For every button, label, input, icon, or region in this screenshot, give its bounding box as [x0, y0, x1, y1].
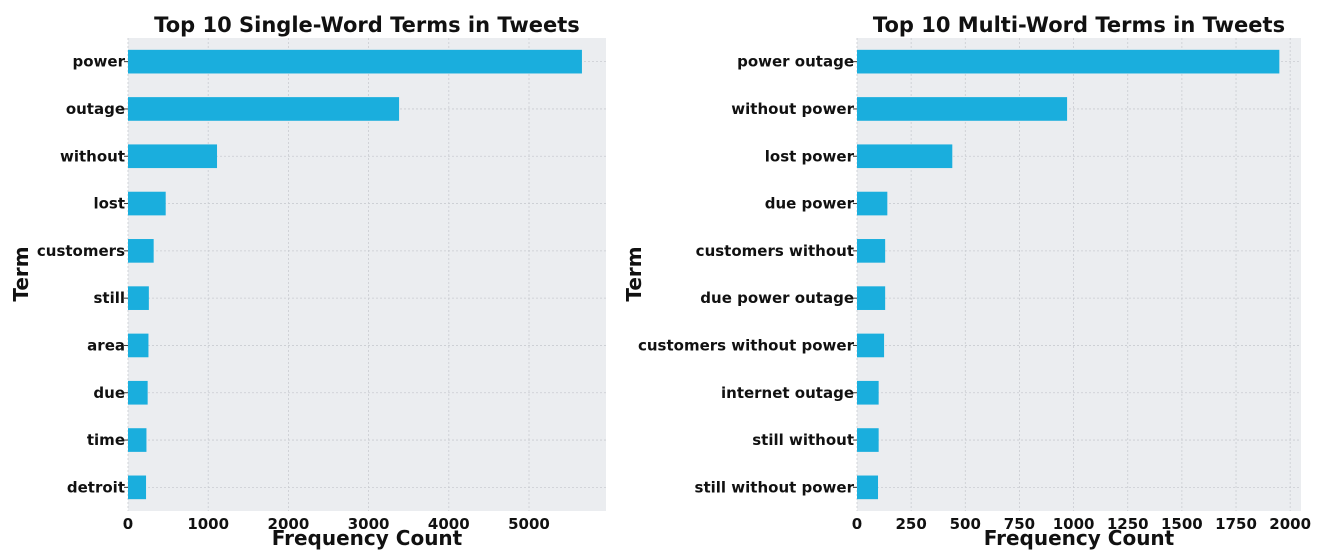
y-axis-label-single-word: Term	[9, 246, 33, 301]
x-tick-label: 1250	[1107, 515, 1149, 533]
y-tick-label: still without	[752, 431, 854, 449]
x-tick-label: 5000	[508, 515, 550, 533]
bar-power	[128, 49, 582, 74]
x-axis-label-multi-word: Frequency Count	[984, 526, 1175, 550]
x-axis-label-single-word: Frequency Count	[272, 526, 463, 550]
x-tick-label: 3000	[348, 515, 390, 533]
bar-lost-power	[857, 144, 953, 169]
bar-without	[128, 144, 218, 169]
bar-power-outage	[857, 49, 1280, 74]
y-tick-label: internet outage	[721, 384, 854, 402]
x-tick-label: 1000	[187, 515, 229, 533]
x-tick-label: 2000	[268, 515, 310, 533]
bar-customers	[128, 239, 154, 263]
y-tick-label: customers	[37, 242, 125, 260]
y-tick-label: lost power	[765, 147, 855, 165]
x-tick-label: 2000	[1269, 515, 1311, 533]
x-tick-label: 250	[895, 515, 926, 533]
y-tick-label: power outage	[737, 53, 854, 71]
y-tick-label: lost	[93, 195, 125, 213]
chart-title-single-word: Top 10 Single-Word Terms in Tweets	[154, 13, 580, 37]
y-tick-label: customers without power	[638, 336, 855, 354]
x-tick-label: 4000	[428, 515, 470, 533]
bar-still-without-power	[857, 475, 879, 500]
y-tick-label: time	[87, 431, 125, 449]
y-tick-label: due	[93, 384, 125, 402]
y-tick-label: customers without	[696, 242, 854, 260]
bar-still-without	[857, 428, 879, 452]
chart-title-multi-word: Top 10 Multi-Word Terms in Tweets	[873, 13, 1285, 37]
x-tick-label: 0	[852, 515, 862, 533]
bar-detroit	[128, 475, 147, 500]
bar-due-power-outage	[857, 286, 886, 310]
x-tick-label: 1750	[1215, 515, 1257, 533]
y-tick-label: still	[93, 289, 125, 307]
chart-multi-word: power outage without power lost power due p…	[622, 13, 1311, 550]
bar-still	[128, 286, 149, 310]
bar-outage	[128, 97, 400, 121]
bar-area	[128, 333, 149, 358]
chart-single-word: power outage without lost customers still area…	[9, 13, 606, 550]
x-tick-label: 1500	[1161, 515, 1203, 533]
y-tick-label: detroit	[67, 478, 125, 496]
bar-due-power	[857, 191, 888, 216]
bar-time	[128, 428, 147, 452]
y-tick-label: due power outage	[700, 289, 854, 307]
y-tick-label: without	[60, 147, 125, 165]
bar-without-power	[857, 97, 1068, 121]
x-tick-label: 500	[950, 515, 981, 533]
y-tick-label: without power	[731, 100, 854, 118]
bar-customers-without-power	[857, 333, 885, 358]
y-tick-label: still without power	[695, 478, 855, 496]
x-tick-label: 750	[1004, 515, 1035, 533]
bar-internet-outage	[857, 380, 879, 405]
bar-due	[128, 380, 148, 405]
x-tick-label: 0	[123, 515, 133, 533]
y-tick-label: area	[87, 336, 125, 354]
y-axis-label-multi-word: Term	[622, 246, 646, 301]
bar-lost	[128, 191, 166, 216]
y-tick-label: due power	[765, 195, 855, 213]
y-tick-label: power	[73, 53, 126, 71]
x-tick-label: 1000	[1053, 515, 1095, 533]
bar-customers-without	[857, 239, 886, 263]
y-tick-label: outage	[66, 100, 125, 118]
